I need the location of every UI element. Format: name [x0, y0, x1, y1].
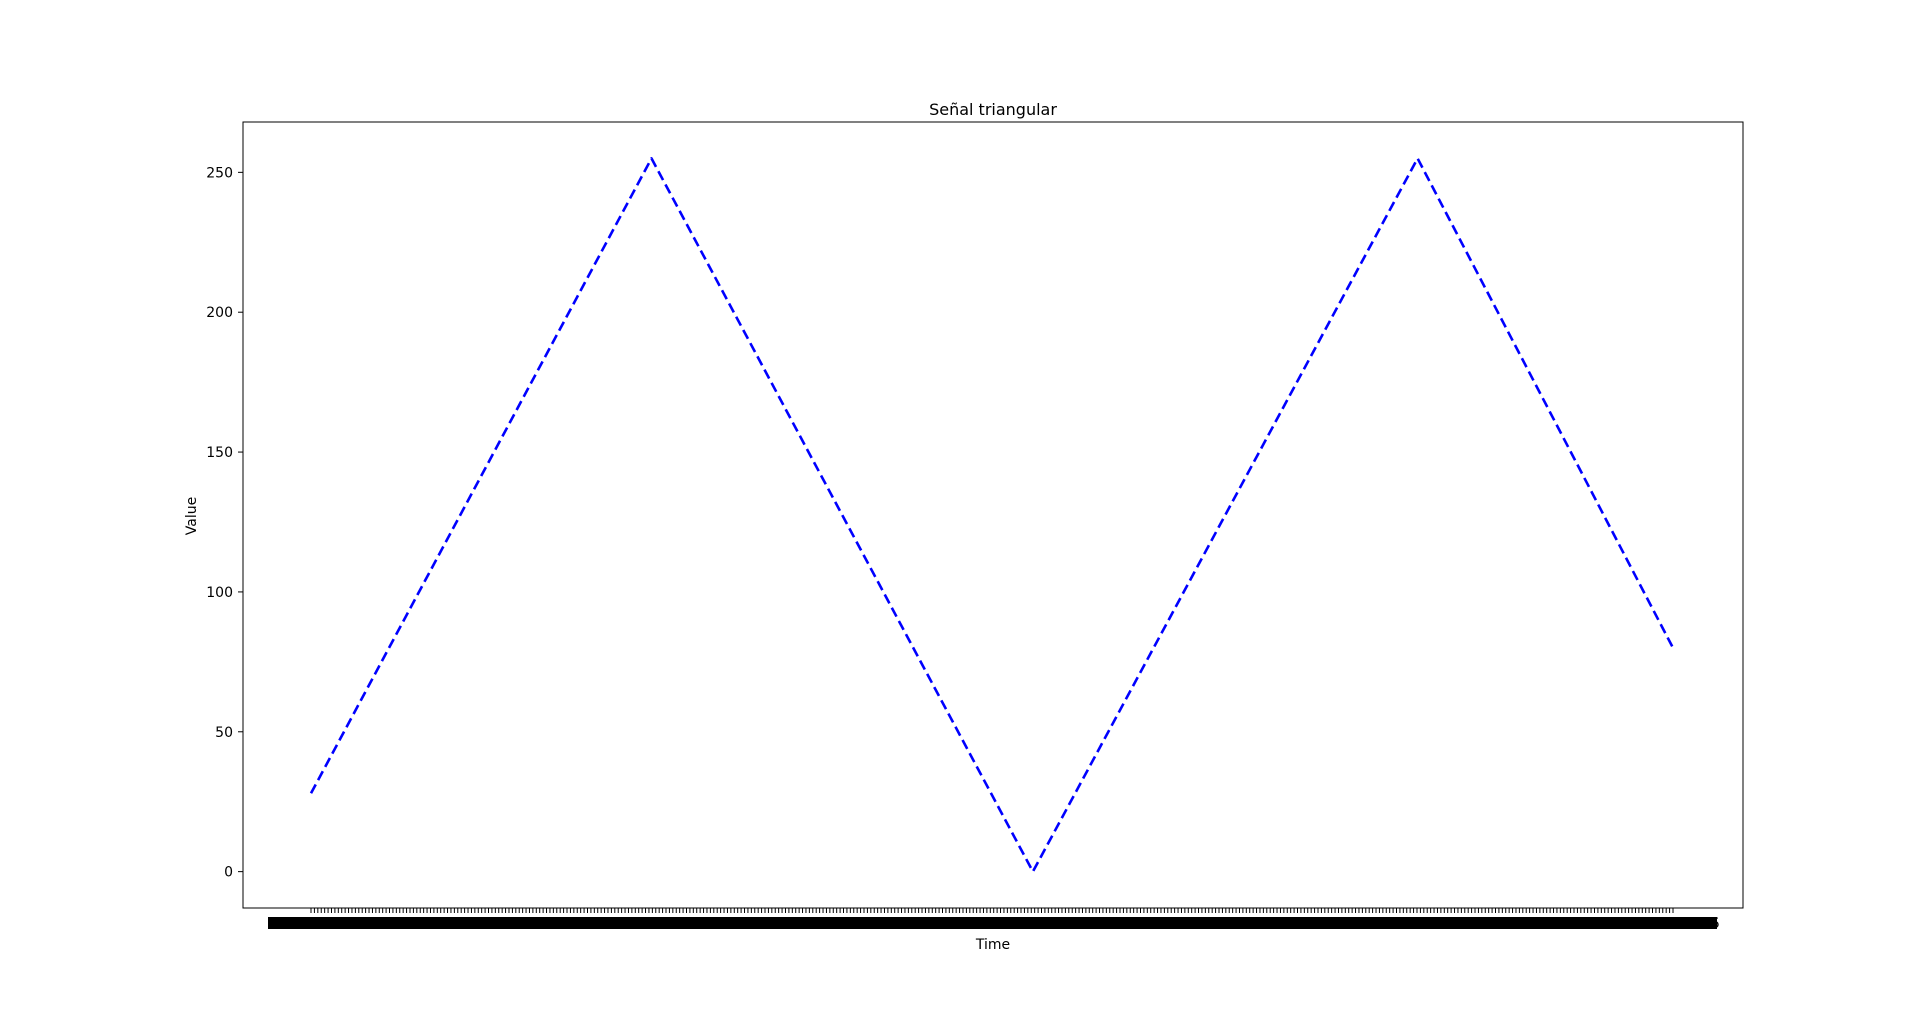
plot-area-frame — [242, 121, 1744, 909]
y-tick-label: 150 — [206, 445, 233, 461]
y-tick-label: 200 — [206, 305, 233, 321]
x-tick-labels-blur — [268, 917, 1717, 929]
chart-title: Señal triangular — [929, 100, 1057, 119]
y-axis-label: Value — [184, 497, 200, 535]
y-tick-label: 250 — [206, 165, 233, 181]
y-axis-ticks: 0 50 100 150 200 250 — [206, 165, 243, 881]
x-tick-label-start: 0 — [270, 916, 279, 932]
x-tick-label-end: 5 — [1711, 916, 1720, 932]
y-tick-label: 100 — [206, 585, 233, 601]
y-tick-label: 0 — [224, 865, 233, 881]
y-tick-label: 50 — [215, 725, 233, 741]
x-axis-label: Time — [975, 937, 1010, 953]
x-axis-ticks — [310, 908, 1674, 913]
series-group — [309, 157, 1675, 873]
series-line-0 — [309, 157, 1675, 873]
